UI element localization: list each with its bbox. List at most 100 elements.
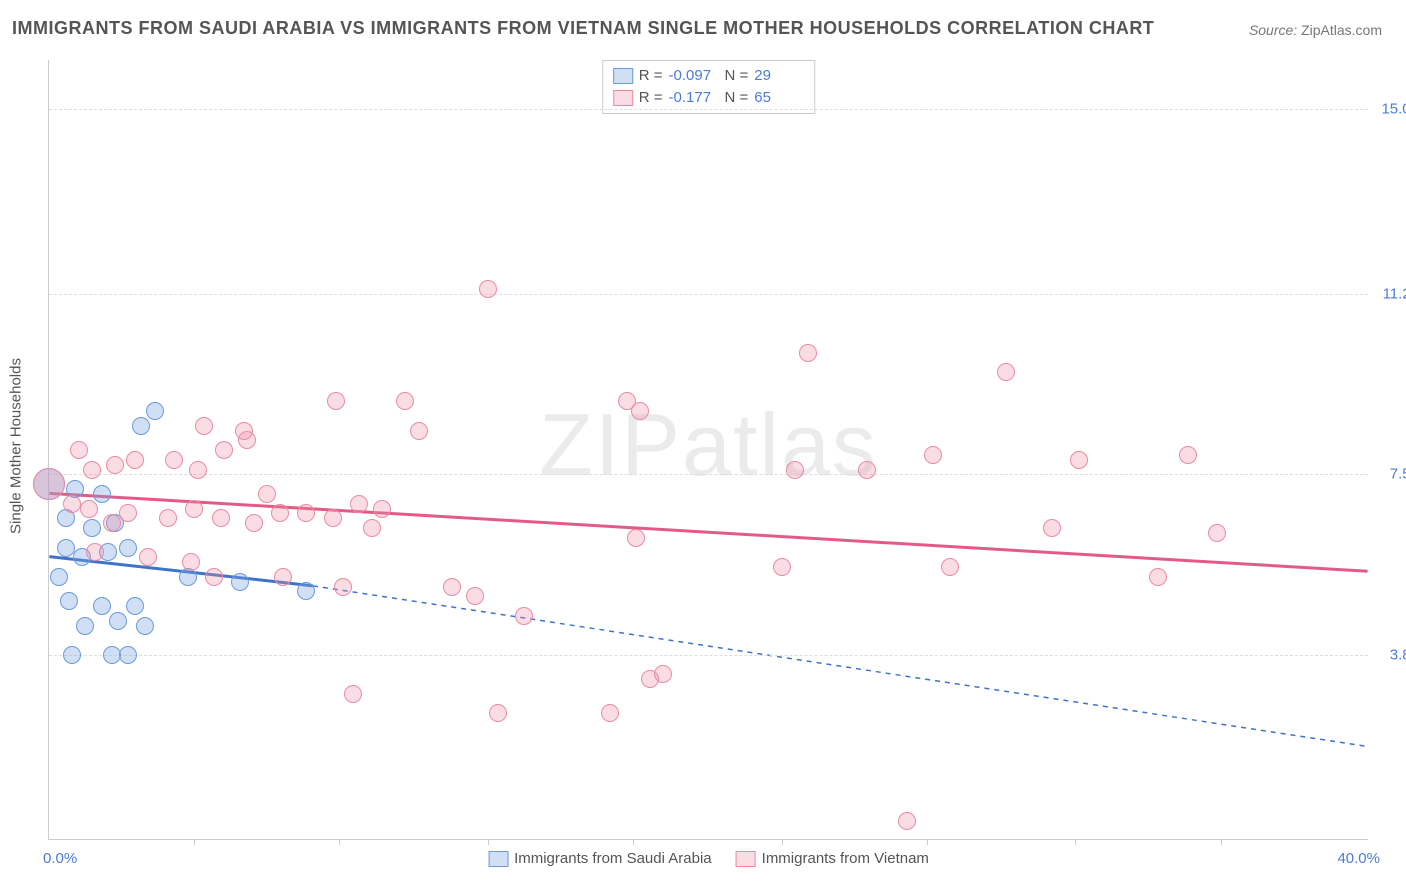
watermark: ZIPatlas	[539, 393, 878, 495]
x-tick	[488, 839, 489, 845]
data-point	[245, 514, 263, 532]
x-tick	[1075, 839, 1076, 845]
data-point	[373, 500, 391, 518]
swatch-series-1	[613, 68, 633, 84]
y-tick-label: 7.5%	[1390, 466, 1406, 483]
data-point	[1070, 451, 1088, 469]
data-point	[50, 568, 68, 586]
data-point	[103, 646, 121, 664]
data-point	[786, 461, 804, 479]
r-value-1: -0.097	[669, 65, 719, 87]
data-point	[109, 612, 127, 630]
data-point	[297, 582, 315, 600]
data-point	[93, 597, 111, 615]
data-point	[231, 573, 249, 591]
data-point	[159, 509, 177, 527]
data-point	[898, 812, 916, 830]
data-point	[83, 519, 101, 537]
chart-title: IMMIGRANTS FROM SAUDI ARABIA VS IMMIGRAN…	[12, 18, 1154, 39]
watermark-atlas: atlas	[682, 394, 878, 493]
x-tick	[339, 839, 340, 845]
swatch-series-2	[736, 851, 756, 867]
x-tick	[1221, 839, 1222, 845]
data-point	[258, 485, 276, 503]
data-point	[997, 363, 1015, 381]
data-point	[80, 500, 98, 518]
x-tick	[782, 839, 783, 845]
data-point	[182, 553, 200, 571]
legend-label-1: Immigrants from Saudi Arabia	[514, 850, 712, 867]
data-point	[515, 607, 533, 625]
data-point	[126, 451, 144, 469]
data-point	[57, 539, 75, 557]
stats-row-series-2: R = -0.177 N = 65	[613, 87, 805, 109]
data-point	[83, 461, 101, 479]
gridline	[49, 109, 1368, 110]
n-value-1: 29	[754, 65, 804, 87]
data-point	[33, 468, 65, 500]
trend-lines-svg	[49, 60, 1368, 839]
x-tick	[194, 839, 195, 845]
data-point	[1179, 446, 1197, 464]
data-point	[63, 646, 81, 664]
gridline	[49, 294, 1368, 295]
series-legend: Immigrants from Saudi Arabia Immigrants …	[488, 850, 929, 867]
data-point	[410, 422, 428, 440]
x-axis-max-label: 40.0%	[1337, 850, 1380, 867]
legend-item-2: Immigrants from Vietnam	[736, 850, 929, 867]
y-tick-label: 3.8%	[1390, 646, 1406, 663]
data-point	[93, 485, 111, 503]
data-point	[136, 617, 154, 635]
data-point	[63, 495, 81, 513]
data-point	[215, 441, 233, 459]
data-point	[235, 422, 253, 440]
data-point	[334, 578, 352, 596]
data-point	[76, 617, 94, 635]
data-point	[1043, 519, 1061, 537]
data-point	[479, 280, 497, 298]
plot-area: ZIPatlas R = -0.097 N = 29 R = -0.177 N …	[48, 60, 1368, 840]
data-point	[195, 417, 213, 435]
legend-item-1: Immigrants from Saudi Arabia	[488, 850, 712, 867]
x-axis-min-label: 0.0%	[43, 850, 77, 867]
data-point	[858, 461, 876, 479]
data-point	[86, 543, 104, 561]
data-point	[327, 392, 345, 410]
data-point	[271, 504, 289, 522]
r-value-2: -0.177	[669, 87, 719, 109]
data-point	[601, 704, 619, 722]
data-point	[297, 504, 315, 522]
data-point	[799, 344, 817, 362]
data-point	[119, 504, 137, 522]
source-attribution: Source: ZipAtlas.com	[1249, 22, 1382, 38]
data-point	[1208, 524, 1226, 542]
data-point	[132, 417, 150, 435]
data-point	[119, 646, 137, 664]
data-point	[185, 500, 203, 518]
data-point	[324, 509, 342, 527]
source-name: ZipAtlas.com	[1301, 22, 1382, 38]
watermark-zip: ZIP	[539, 394, 682, 493]
data-point	[363, 519, 381, 537]
data-point	[60, 592, 78, 610]
data-point	[119, 539, 137, 557]
data-point	[274, 568, 292, 586]
data-point	[773, 558, 791, 576]
data-point	[941, 558, 959, 576]
source-prefix: Source:	[1249, 22, 1301, 38]
r-label: R =	[639, 87, 663, 109]
data-point	[489, 704, 507, 722]
y-tick-label: 11.2%	[1383, 286, 1406, 303]
data-point	[139, 548, 157, 566]
data-point	[189, 461, 207, 479]
y-tick-label: 15.0%	[1381, 100, 1406, 117]
x-tick	[927, 839, 928, 845]
data-point	[627, 529, 645, 547]
data-point	[924, 446, 942, 464]
stats-row-series-1: R = -0.097 N = 29	[613, 65, 805, 87]
n-label: N =	[725, 65, 749, 87]
data-point	[1149, 568, 1167, 586]
data-point	[103, 514, 121, 532]
y-axis-title: Single Mother Households	[8, 358, 25, 534]
correlation-stats-legend: R = -0.097 N = 29 R = -0.177 N = 65	[602, 60, 816, 114]
